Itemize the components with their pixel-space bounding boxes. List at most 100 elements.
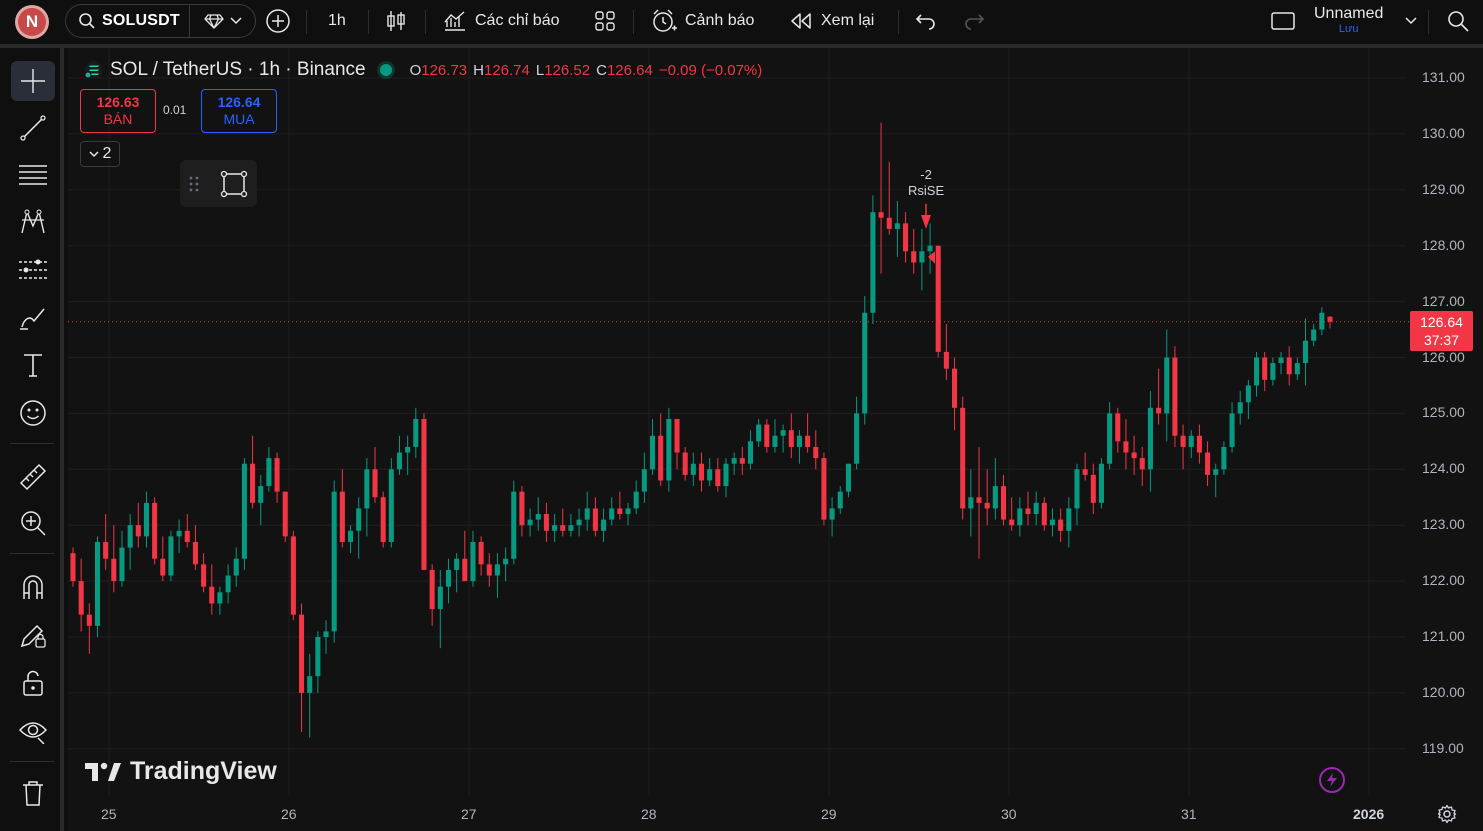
- emoji-tool[interactable]: [11, 393, 55, 433]
- candle-body: [380, 497, 386, 542]
- magnet-icon: [23, 575, 43, 599]
- chevron-down-icon: [229, 17, 242, 25]
- time-tick-label: 31: [1181, 806, 1197, 822]
- drag-handle-icon[interactable]: [188, 175, 200, 193]
- candle-body: [837, 491, 843, 509]
- candle-body: [282, 491, 288, 537]
- candle-body: [494, 564, 500, 576]
- exit-signal-arrow: [928, 251, 935, 264]
- smiley-icon: [20, 400, 46, 426]
- bar-countdown: 37:37: [1423, 332, 1460, 348]
- candle-body: [1090, 474, 1096, 503]
- candle-body: [723, 463, 729, 487]
- candle-body: [103, 541, 109, 559]
- buy-label: MUA: [223, 111, 255, 127]
- candle-body: [1000, 486, 1007, 520]
- candle-body: [609, 508, 615, 520]
- lock-drawings-tool[interactable]: [11, 663, 55, 703]
- templates-button[interactable]: [593, 6, 617, 36]
- brush-tool[interactable]: [11, 298, 55, 338]
- candle-body: [315, 637, 321, 677]
- candle-body: [1033, 502, 1039, 515]
- trend-line-tool[interactable]: [11, 108, 55, 148]
- crosshair-icon: [21, 69, 45, 93]
- flash-button[interactable]: [1319, 767, 1345, 793]
- candle-body: [421, 418, 427, 570]
- alerts-label: Cảnh báo: [685, 12, 755, 29]
- spread-value: 0.01: [163, 103, 187, 117]
- rectangle-tool-icon[interactable]: [220, 170, 248, 198]
- alerts-button[interactable]: Cảnh báo: [651, 6, 754, 36]
- candle-body: [698, 463, 705, 481]
- candle-body: [1139, 458, 1145, 470]
- candle-body: [1115, 413, 1121, 442]
- replay-button[interactable]: Xem lại: [789, 6, 874, 36]
- candle-body: [625, 508, 631, 515]
- candle-body: [1205, 452, 1211, 475]
- candle-body: [1221, 446, 1227, 470]
- symbol-title[interactable]: SOL / TetherUS · 1h · Binance: [110, 59, 366, 80]
- open-value: 126.73: [421, 61, 468, 79]
- candle-body: [1107, 413, 1113, 464]
- candle-body: [535, 514, 541, 520]
- candle-body: [903, 223, 909, 252]
- candle-body: [233, 558, 239, 576]
- chart-settings-button[interactable]: [1437, 804, 1457, 829]
- forecast-tool[interactable]: [11, 250, 55, 290]
- redo-button[interactable]: [963, 6, 985, 36]
- indicators-button[interactable]: Các chỉ báo: [443, 6, 560, 36]
- candle-body: [307, 676, 313, 693]
- candle-body: [731, 458, 737, 464]
- fullscreen-button[interactable]: [1270, 6, 1296, 36]
- candle-body: [1286, 357, 1292, 375]
- price-tick-label: 121.00: [1422, 628, 1465, 644]
- candle-body: [617, 508, 623, 515]
- zoom-tool[interactable]: [11, 503, 55, 543]
- price-tick-label: 126.00: [1422, 348, 1465, 365]
- interval-button[interactable]: 1h: [328, 6, 346, 36]
- sell-button[interactable]: 126.63 BÁN: [80, 89, 156, 133]
- candle-body: [878, 212, 884, 218]
- lightning-icon: [1327, 773, 1337, 787]
- hide-drawings-tool[interactable]: [11, 711, 55, 751]
- time-tick-label: 29: [821, 806, 837, 822]
- candle-body: [1074, 469, 1080, 509]
- candle-body: [576, 519, 582, 526]
- user-avatar[interactable]: N: [15, 5, 49, 39]
- remove-drawings-tool[interactable]: [11, 773, 55, 813]
- buy-button[interactable]: 126.64 MUA: [201, 89, 277, 133]
- crosshair-tool[interactable]: [11, 61, 55, 101]
- add-symbol-button[interactable]: [265, 6, 291, 36]
- stay-in-drawing-tool[interactable]: [11, 615, 55, 655]
- last-price-label: 126.64 37:37: [1410, 311, 1473, 351]
- candle-body: [511, 491, 517, 559]
- measure-tool[interactable]: [11, 457, 55, 497]
- text-tool[interactable]: [11, 345, 55, 385]
- indicators-collapse-button[interactable]: 2: [80, 141, 120, 167]
- candle-body: [1213, 469, 1219, 475]
- compare-symbol-button[interactable]: [190, 13, 255, 29]
- chart-type-button[interactable]: [385, 6, 407, 36]
- market-open-indicator: [379, 64, 392, 76]
- chart-pane[interactable]: [68, 48, 1483, 831]
- candle-body: [209, 586, 215, 604]
- fib-tool[interactable]: [11, 155, 55, 195]
- candle-body: [168, 536, 174, 576]
- layout-menu-button[interactable]: [1405, 6, 1417, 36]
- quick-search-button[interactable]: [1446, 6, 1470, 36]
- candle-body: [184, 530, 190, 542]
- magnet-tool[interactable]: [11, 567, 55, 607]
- candle-body: [747, 441, 754, 464]
- pattern-tool[interactable]: [11, 202, 55, 242]
- candle-body: [250, 463, 256, 503]
- toolbar-divider: [0, 44, 1483, 48]
- candle-body: [258, 486, 264, 503]
- layout-save-button[interactable]: Unnamed Lưu: [1314, 5, 1383, 36]
- undo-button[interactable]: [915, 6, 937, 36]
- candle-body: [756, 424, 762, 442]
- ruler-icon: [19, 463, 47, 491]
- plus-circle-icon: [266, 9, 290, 33]
- candle-body: [1058, 519, 1064, 531]
- candlestick-chart[interactable]: [68, 48, 1483, 831]
- symbol-search-button[interactable]: SOLUSDT: [66, 5, 190, 37]
